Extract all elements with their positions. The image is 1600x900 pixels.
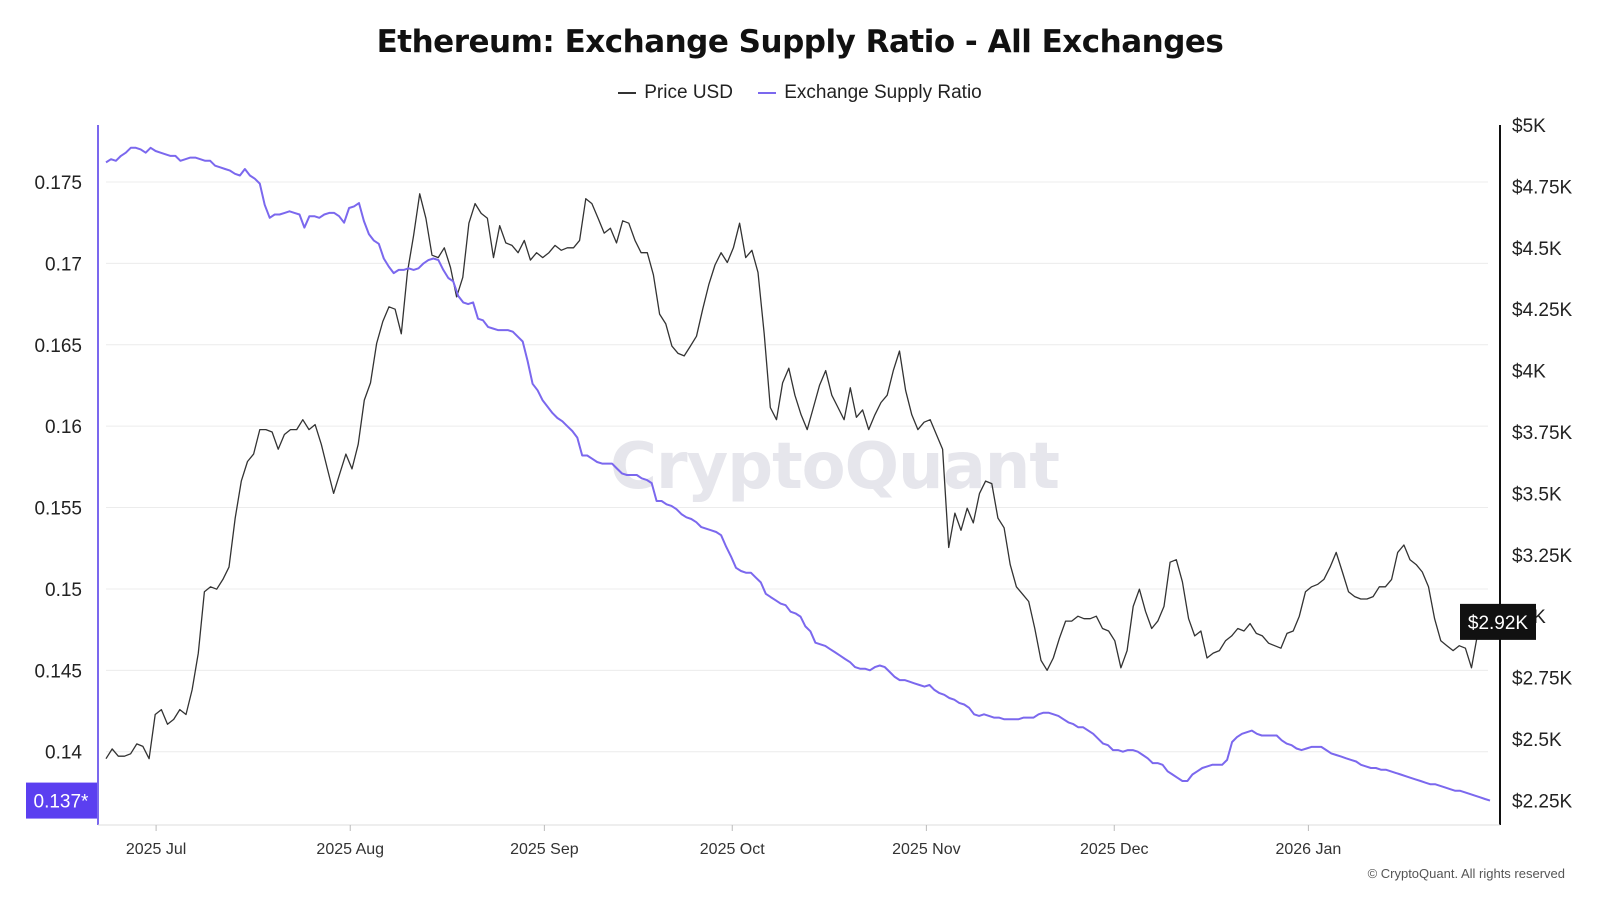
legend: Price USD Exchange Supply Ratio xyxy=(0,78,1600,104)
price-current-badge xyxy=(1460,603,1536,640)
right-tick-label: $2.75K xyxy=(1512,669,1573,690)
chart-title: Ethereum: Exchange Supply Ratio - All Ex… xyxy=(376,24,1224,60)
legend-item-price[interactable]: Price USD xyxy=(618,82,733,104)
x-tick-label: 2025 Dec xyxy=(1080,841,1149,858)
legend-label-supply-ratio: Exchange Supply Ratio xyxy=(784,82,982,103)
x-tick-label: 2025 Sep xyxy=(510,841,579,858)
right-tick-label: $4.25K xyxy=(1512,300,1573,321)
legend-swatch-supply-ratio xyxy=(758,92,777,94)
left-tick-label: 0.145 xyxy=(34,661,82,682)
legend-item-supply-ratio[interactable]: Exchange Supply Ratio xyxy=(758,82,982,104)
x-tick-label: 2025 Oct xyxy=(700,841,765,858)
right-tick-label: $3.75K xyxy=(1512,423,1573,444)
right-tick-label: $4K xyxy=(1512,362,1546,383)
price-usd-line xyxy=(105,193,1491,760)
supply-ratio-current-badge xyxy=(26,782,97,819)
left-tick-label: 0.175 xyxy=(34,173,82,194)
x-tick-label: 2026 Jan xyxy=(1275,841,1341,858)
supply-ratio-current-value: 0.137* xyxy=(34,792,90,813)
x-tick-label: 2025 Aug xyxy=(316,841,384,858)
left-tick-label: 0.16 xyxy=(45,417,82,438)
watermark-logo: CryptoQuant xyxy=(610,430,1060,504)
right-tick-label: $2.25K xyxy=(1512,791,1573,812)
supply-ratio-line xyxy=(105,146,1491,802)
right-tick-label: $3.25K xyxy=(1512,546,1573,567)
x-tick-label: 2025 Jul xyxy=(126,841,187,858)
copyright-footer: © CryptoQuant. All rights reserved xyxy=(1367,866,1565,881)
left-tick-label: 0.17 xyxy=(45,254,82,275)
price-current-value: $2.92K xyxy=(1468,613,1529,634)
left-tick-label: 0.165 xyxy=(34,336,82,357)
x-tick-label: 2025 Nov xyxy=(892,841,961,858)
right-tick-label: $2.5K xyxy=(1512,730,1562,751)
right-tick-label: $4.5K xyxy=(1512,239,1562,260)
right-tick-label: $4.75K xyxy=(1512,177,1573,198)
right-tick-label: $3.5K xyxy=(1512,484,1562,505)
left-tick-label: 0.14 xyxy=(45,743,82,764)
legend-label-price: Price USD xyxy=(644,82,733,103)
legend-swatch-price xyxy=(618,92,637,94)
left-tick-label: 0.155 xyxy=(34,499,82,520)
left-tick-label: 0.15 xyxy=(45,580,82,601)
right-tick-label: $5K xyxy=(1512,116,1546,137)
